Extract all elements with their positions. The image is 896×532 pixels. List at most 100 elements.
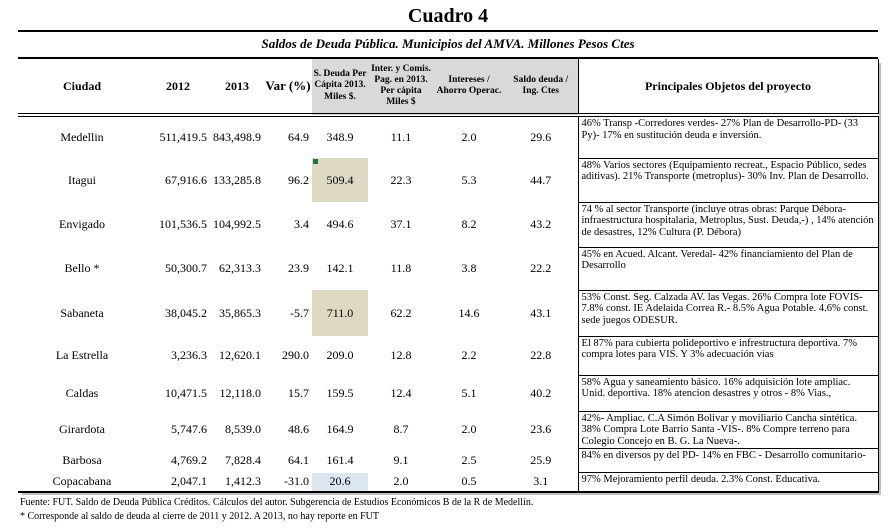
table-row-bello: Bello * 50,300.7 62,313.3 23.9 142.1 11.… <box>18 246 879 291</box>
value-2012: 10,471.5 <box>165 385 207 400</box>
value-2012: 3,236.3 <box>171 348 207 362</box>
table-row-barbosa: Barbosa 4,769.2 7,828.4 64.1 161.4 9.1 2… <box>18 448 879 474</box>
city-cell: La Estrella <box>55 348 109 362</box>
project-objects-cell: 46% Transp -Corredores verdes- 27% Plan … <box>577 114 879 159</box>
value-int-ahorro: 5.1 <box>461 385 477 400</box>
value-per-capita: 159.5 <box>326 385 354 400</box>
project-objects-cell: 42%- Ampliac. C.A Simón Bolivar y movili… <box>577 410 879 450</box>
table-row-itagui: Itagui 67,916.6 133,285.8 96.2 509.4 22.… <box>18 157 879 203</box>
col-header-2013: 2013 <box>210 59 264 117</box>
project-objects-cell: 48% Varios sectores (Equipamiento recrea… <box>577 157 879 203</box>
value-2012: 4,769.2 <box>171 453 207 468</box>
col-header-inter-comis: Inter. y Comis. Pag. en 2013. Per cápita… <box>368 59 434 117</box>
value-inter-comis: 8.7 <box>393 422 409 437</box>
value-saldo-ing: 29.6 <box>530 130 552 144</box>
value-saldo-ing: 40.2 <box>530 385 552 400</box>
document-page: Cuadro 4 Saldos de Deuda Pública. Munici… <box>18 0 879 522</box>
value-2012: 38,045.2 <box>165 305 207 320</box>
value-var: 96.2 <box>288 172 309 187</box>
col-header-2012: 2012 <box>146 59 210 117</box>
value-2013: 133,285.8 <box>213 172 261 187</box>
value-saldo-ing: 3.1 <box>504 472 578 493</box>
value-2013: 35,865.3 <box>219 305 261 320</box>
value-int-ahorro: 3.8 <box>461 261 477 275</box>
value-per-capita: 142.1 <box>326 261 354 275</box>
value-int-ahorro: 8.2 <box>461 217 477 231</box>
col-header-var: Var (%) <box>264 59 312 117</box>
value-2013: 104,992.5 <box>213 217 261 231</box>
value-saldo-ing: 44.7 <box>530 172 552 187</box>
project-objects-cell: 74 % al sector Transporte (incluye otras… <box>577 201 879 248</box>
value-inter-comis: 11.8 <box>390 261 412 275</box>
value-per-capita: 209.0 <box>326 348 354 362</box>
value-saldo-ing: 22.2 <box>530 261 552 275</box>
value-2012: 101,536.5 <box>159 217 207 231</box>
value-inter-comis: 2.0 <box>368 472 434 493</box>
value-int-ahorro: 5.3 <box>461 172 477 187</box>
value-var: 48.6 <box>288 422 309 437</box>
project-objects-cell: 45% en Acued. Alcant. Veredal- 42% finan… <box>577 246 879 291</box>
value-2012: 5,747.6 <box>171 422 207 437</box>
value-int-ahorro: 2.0 <box>461 422 477 437</box>
city-cell: Sabaneta <box>60 305 104 320</box>
value-saldo-ing: 23.6 <box>530 422 552 437</box>
project-objects-cell: 53% Const. Seg. Calzada AV. las Vegas. 2… <box>577 289 879 337</box>
value-saldo-ing: 43.2 <box>530 217 552 231</box>
project-objects-cell: 58% Agua y saneamiento básico. 16% adqui… <box>577 374 879 412</box>
project-objects-cell: 84% en diversos py del PD- 14% en FBC - … <box>577 448 879 474</box>
value-2013: 8,539.0 <box>225 422 261 437</box>
value-var: 290.0 <box>282 348 309 362</box>
value-inter-comis: 9.1 <box>393 453 409 468</box>
value-var: -5.7 <box>290 305 309 320</box>
city-cell: Medellin <box>60 130 104 144</box>
value-var: 64.1 <box>288 453 309 468</box>
col-header-saldo-ing: Saldo deuda / Ing. Ctes <box>504 59 578 117</box>
value-per-capita-highlighted: 509.4 <box>312 158 368 202</box>
comment-marker-icon <box>313 159 318 164</box>
table-row-sabaneta: Sabaneta 38,045.2 35,865.3 -5.7 711.0 62… <box>18 289 879 337</box>
table-row-medellin: Medellin 511,419.5 843,498.9 64.9 348.9 … <box>18 114 879 159</box>
value-var: 23.9 <box>288 261 309 275</box>
value-int-ahorro: 2.5 <box>461 453 477 468</box>
value-var: 64.9 <box>288 130 309 144</box>
city-cell: Girardota <box>59 422 105 437</box>
value-saldo-ing: 25.9 <box>530 453 552 468</box>
value-2012: 511,419.5 <box>159 130 207 144</box>
col-header-proyectos: Principales Objetos del proyecto <box>577 59 879 117</box>
city-cell: Caldas <box>65 385 99 400</box>
table-row-copacabana: Copacabana 2,047.1 1,412.3 -31.0 20.6 2.… <box>18 472 879 493</box>
value-inter-comis: 12.8 <box>390 348 412 362</box>
col-header-intereses-ahorro: Intereses / Ahorro Operac. <box>434 59 504 117</box>
value-per-capita-highlighted: 711.0 <box>312 290 368 336</box>
value-per-capita-highlighted: 20.6 <box>312 472 368 493</box>
city-cell: Barbosa <box>62 453 102 468</box>
page-title: Cuadro 4 <box>18 0 878 32</box>
table-row-envigado: Envigado 101,536.5 104,992.5 3.4 494.6 3… <box>18 201 879 248</box>
value-2012: 2,047.1 <box>146 472 210 493</box>
asterisk-footnote: * Corresponde al saldo de deuda al cierr… <box>20 510 379 522</box>
per-capita-value: 509.4 <box>326 172 354 187</box>
value-2012: 67,916.6 <box>165 172 207 187</box>
col-header-deuda-per-capita: S. Deuda Per Cápita 2013. Miles $. <box>312 59 368 117</box>
value-2012: 50,300.7 <box>165 261 207 275</box>
value-2013: 1,412.3 <box>210 472 264 493</box>
value-per-capita: 164.9 <box>326 422 354 437</box>
value-2013: 62,313.3 <box>219 261 261 275</box>
col-header-ciudad: Ciudad <box>18 59 146 117</box>
city-cell: Bello * <box>64 261 100 275</box>
value-per-capita: 161.4 <box>326 453 354 468</box>
value-inter-comis: 22.3 <box>390 172 412 187</box>
value-2013: 7,828.4 <box>225 453 261 468</box>
value-per-capita: 494.6 <box>326 217 354 231</box>
value-inter-comis: 12.4 <box>390 385 412 400</box>
value-inter-comis: 37.1 <box>390 217 412 231</box>
table-row-caldas: Caldas 10,471.5 12,118.0 15.7 159.5 12.4… <box>18 374 879 412</box>
header-row: Ciudad 2012 2013 Var (%) S. Deuda Per Cá… <box>18 59 879 117</box>
debt-table: Ciudad 2012 2013 Var (%) S. Deuda Per Cá… <box>18 59 879 493</box>
value-inter-comis: 11.1 <box>390 130 412 144</box>
city-cell: Copacabana <box>18 472 146 493</box>
value-int-ahorro: 2.0 <box>461 130 477 144</box>
value-int-ahorro: 0.5 <box>434 472 504 493</box>
source-footnote: Fuente: FUT. Saldo de Deuda Pública Créd… <box>20 496 534 508</box>
city-cell: Itagui <box>68 172 96 187</box>
